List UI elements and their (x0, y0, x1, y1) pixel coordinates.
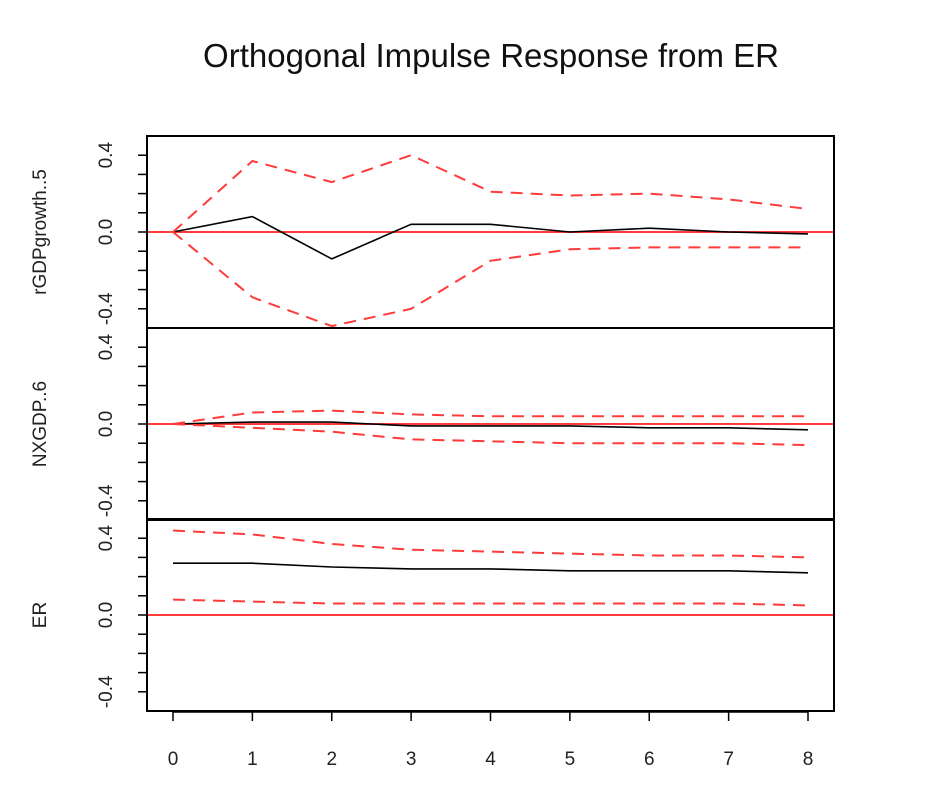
x-tick-label: 0 (168, 749, 179, 770)
y-tick-label: -0.4 (96, 292, 117, 325)
response-line (172, 215, 809, 260)
response-line (172, 421, 809, 431)
y-tick-label: 0.0 (96, 602, 117, 628)
panel-ylabel: ER (30, 602, 51, 628)
y-axis: -0.4 0.0 0.4 (96, 142, 147, 325)
panel-2: -0.4 0.0 0.4 NXGDP..6 (30, 327, 835, 521)
upper-bound-line (172, 529, 809, 559)
x-tick-label: 6 (644, 749, 655, 770)
x-tick-label: 8 (803, 749, 814, 770)
panel-ylabel: NXGDP..6 (30, 381, 51, 467)
y-tick-label: 0.0 (96, 219, 117, 245)
lower-bound-line (172, 231, 808, 328)
lower-bound-line (172, 423, 809, 447)
panel-3: -0.4 0.0 0.4 ER (30, 518, 835, 712)
x-axis: 0 1 2 3 4 5 6 7 8 (168, 711, 814, 770)
panel-1: -0.4 0.0 0.4 rGDPgrowth..5 (30, 135, 835, 329)
response-line (173, 562, 809, 574)
y-tick-label: 0.4 (96, 525, 117, 552)
y-tick-label: -0.4 (96, 675, 117, 708)
x-tick-label: 5 (565, 749, 576, 770)
upper-bound-line (172, 154, 809, 233)
x-tick-label: 4 (485, 749, 496, 770)
y-axis: -0.4 0.0 0.4 (96, 525, 147, 708)
y-tick-label: -0.4 (96, 484, 117, 517)
x-tick-label: 2 (326, 749, 337, 770)
y-tick-label: 0.4 (96, 142, 117, 169)
x-tick-label: 7 (723, 749, 734, 770)
upper-bound-line (172, 409, 808, 425)
chart-title: Orthogonal Impulse Response from ER (203, 37, 779, 74)
x-tick-label: 3 (406, 749, 417, 770)
panels-group: -0.4 0.0 0.4 rGDPgrowth..5 -0.4 0.0 0.4 NXGDP..… (30, 135, 835, 712)
y-axis: -0.4 0.0 0.4 (96, 334, 147, 517)
lower-bound-line (172, 598, 809, 607)
x-tick-label: 1 (247, 749, 258, 770)
y-tick-label: 0.0 (96, 411, 117, 437)
y-tick-label: 0.4 (96, 334, 117, 361)
panel-ylabel: rGDPgrowth..5 (30, 169, 51, 295)
